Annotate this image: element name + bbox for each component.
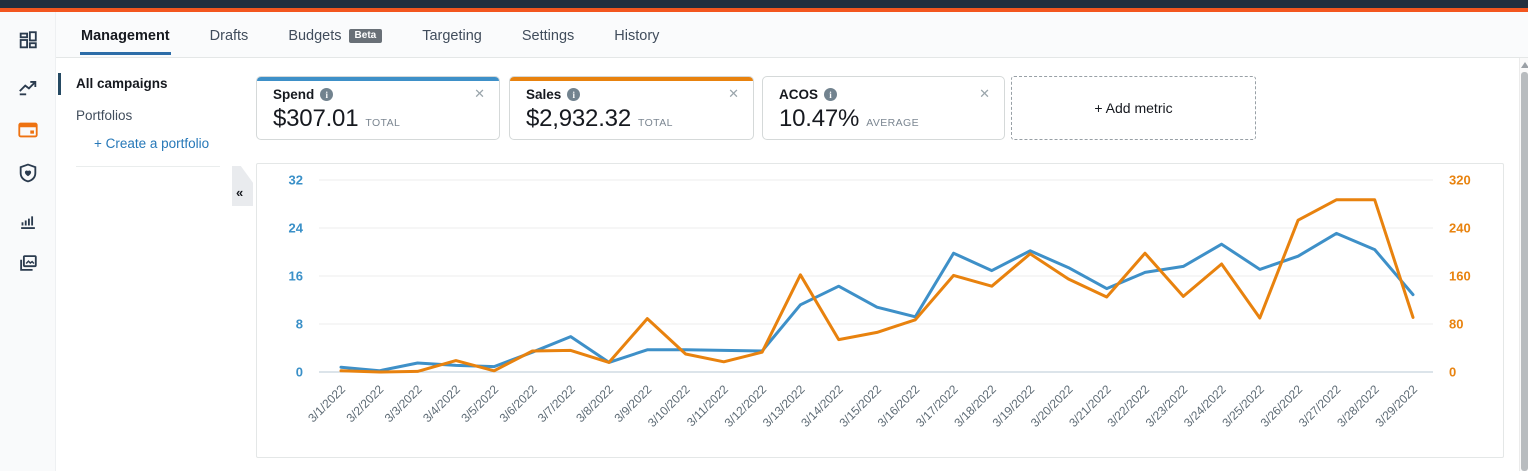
metric-title: ACOS (779, 87, 819, 102)
metric-value: $307.01 (273, 105, 359, 132)
scrollbar-thumb[interactable] (1521, 72, 1528, 471)
selected-indicator (58, 73, 61, 95)
close-icon[interactable]: ✕ (728, 86, 739, 101)
metric-qualifier: TOTAL (637, 117, 673, 129)
svg-text:8: 8 (296, 317, 303, 332)
scroll-up-icon[interactable] (1521, 62, 1528, 68)
chevron-double-left-icon: « (236, 185, 244, 200)
collapse-sidenav-button[interactable]: « (232, 166, 253, 206)
tab-drafts[interactable]: Drafts (209, 28, 249, 44)
sales-line[interactable] (339, 198, 1415, 374)
metric-value: $2,932.32 (526, 105, 631, 132)
brand-safety-shield-icon[interactable] (17, 162, 39, 184)
svg-text:80: 80 (1449, 317, 1463, 332)
metric-card-acos[interactable]: ACOS i ✕ 10.47% AVERAGE (762, 76, 1005, 140)
spend-line[interactable] (339, 231, 1415, 373)
metric-title: Spend (273, 87, 315, 102)
svg-text:3/4/2022: 3/4/2022 (420, 382, 463, 425)
performance-trends-icon[interactable] (17, 76, 39, 98)
creatives-gallery-icon[interactable] (17, 252, 39, 274)
chart-gridlines (319, 179, 1433, 373)
performance-chart: 081624320801602403203/1/20223/2/20223/3/… (289, 173, 1471, 430)
chart-right-axis: 0 80 160 240 320 (1449, 173, 1471, 380)
svg-text:32: 32 (289, 173, 303, 188)
tab-management[interactable]: Management (80, 20, 171, 55)
close-icon[interactable]: ✕ (979, 86, 990, 101)
svg-text:3/6/2022: 3/6/2022 (497, 382, 540, 425)
svg-text:3/5/2022: 3/5/2022 (458, 382, 501, 425)
svg-text:24: 24 (289, 221, 304, 236)
create-portfolio-link[interactable]: + Create a portfolio (94, 136, 210, 151)
tab-settings[interactable]: Settings (521, 28, 575, 44)
tab-targeting[interactable]: Targeting (422, 28, 482, 44)
sidebar-item-portfolios[interactable]: Portfolios (76, 108, 133, 123)
close-icon[interactable]: ✕ (474, 86, 485, 101)
tab-budgets[interactable]: Budgets Beta (287, 20, 383, 55)
metric-value: 10.47% (779, 105, 860, 132)
top-navigation-bar (0, 0, 1528, 12)
svg-text:3/29/2022: 3/29/2022 (1372, 382, 1420, 430)
sales-accent-bar (510, 77, 753, 81)
campaigns-side-nav: All campaigns Portfolios + Create a port… (56, 58, 253, 471)
performance-chart-panel: 0 8 16 24 32 0 80 160 240 320 3/1/2022 3/2/2022 3/3/… (256, 163, 1504, 458)
spend-accent-bar (257, 77, 499, 81)
svg-text:320: 320 (1449, 173, 1471, 188)
metric-card-spend[interactable]: Spend i ✕ $307.01 TOTAL (256, 76, 500, 140)
vertical-scrollbar[interactable] (1519, 58, 1528, 471)
measurement-bars-icon[interactable] (17, 209, 39, 231)
tab-history[interactable]: History (614, 28, 660, 44)
svg-text:16: 16 (289, 269, 303, 284)
sidenav-divider (76, 166, 220, 167)
svg-text:3/2/2022: 3/2/2022 (343, 382, 386, 425)
metric-qualifier: TOTAL (365, 117, 401, 129)
svg-text:160: 160 (1449, 269, 1471, 284)
chart-left-axis: 0 8 16 24 32 (289, 173, 304, 380)
svg-text:3/3/2022: 3/3/2022 (382, 382, 425, 425)
info-icon[interactable]: i (824, 88, 838, 101)
icon-rail (0, 12, 56, 471)
info-icon[interactable]: i (320, 88, 334, 101)
svg-text:3/8/2022: 3/8/2022 (573, 382, 616, 425)
svg-text:3/1/2022: 3/1/2022 (305, 382, 348, 425)
svg-text:3/10/2022: 3/10/2022 (645, 382, 693, 430)
beta-badge: Beta (348, 29, 383, 43)
svg-text:0: 0 (296, 365, 303, 380)
metric-qualifier: AVERAGE (866, 117, 919, 129)
svg-text:3/7/2022: 3/7/2022 (535, 382, 578, 425)
billing-card-icon[interactable] (17, 119, 39, 141)
add-metric-button[interactable]: + Add metric (1011, 76, 1256, 140)
metric-card-sales[interactable]: Sales i ✕ $2,932.32 TOTAL (509, 76, 754, 140)
svg-text:240: 240 (1449, 221, 1471, 236)
chart-x-axis: 3/1/20223/2/20223/3/20223/4/20223/5/2022… (305, 382, 1420, 430)
info-icon[interactable]: i (567, 88, 581, 101)
tab-bar: Management Drafts Budgets Beta Targeting … (56, 12, 1528, 58)
metric-title: Sales (526, 87, 562, 102)
sidebar-item-all-campaigns[interactable]: All campaigns (56, 72, 253, 96)
svg-text:0: 0 (1449, 365, 1456, 380)
dashboard-icon[interactable] (17, 29, 39, 51)
